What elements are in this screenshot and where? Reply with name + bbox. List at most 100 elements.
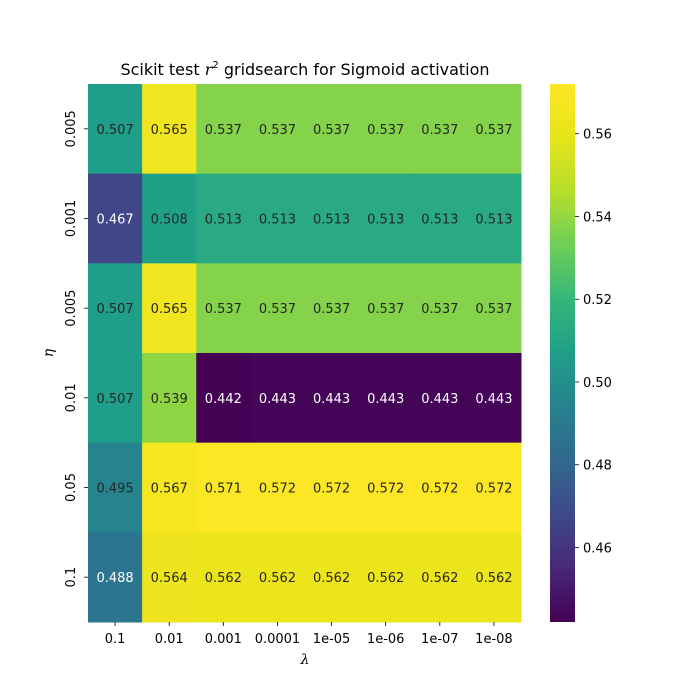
heatmap-cell-value: 0.572 xyxy=(313,482,350,497)
heatmap-cell xyxy=(466,532,522,623)
heatmap-cell-value: 0.562 xyxy=(205,571,242,586)
x-tick-label: 0.1 xyxy=(105,632,126,647)
heatmap-cell xyxy=(142,532,197,623)
x-tick-label: 0.001 xyxy=(205,632,242,647)
colorbar-tick-label: 0.54 xyxy=(583,210,612,225)
colorbar-ticks: 0.46 0.48 0.50 0.52 0.54 0.56 xyxy=(575,128,612,557)
heatmap-cell xyxy=(412,442,468,533)
heatmap-cell-value: 0.571 xyxy=(205,482,242,497)
x-tick-label: 1e-06 xyxy=(367,632,405,647)
heatmap-cell xyxy=(88,442,143,533)
heatmap-cell xyxy=(412,263,468,354)
heatmap-cell xyxy=(466,173,522,264)
heatmap-cell xyxy=(304,442,360,533)
y-tick-label: 0.001 xyxy=(64,200,79,237)
heatmap-cell-value: 0.537 xyxy=(313,302,350,317)
heatmap-cell-labels: 0.507 0.565 0.537 0.537 0.537 0.537 0.537 0.537… xyxy=(96,123,512,586)
heatmap-cell xyxy=(304,532,360,623)
heatmap-cell-value: 0.537 xyxy=(205,302,242,317)
heatmap-cell-value: 0.537 xyxy=(367,302,404,317)
heatmap-cell xyxy=(88,532,143,623)
y-tick-label: 0.1 xyxy=(64,567,79,588)
heatmap-cell-value: 0.539 xyxy=(151,392,188,407)
y-tick-label: 0.05 xyxy=(64,473,79,502)
heatmap-cell-value: 0.467 xyxy=(96,213,133,228)
heatmap-cell-value: 0.507 xyxy=(96,302,133,317)
heatmap-cell-value: 0.537 xyxy=(421,302,458,317)
heatmap-cell-value: 0.572 xyxy=(367,482,404,497)
y-tick-label: 0.01 xyxy=(64,383,79,412)
heatmap-cell-value: 0.443 xyxy=(313,392,350,407)
heatmap-cell-value: 0.488 xyxy=(96,571,133,586)
heatmap-cell xyxy=(358,84,414,175)
heatmap-cell xyxy=(196,353,251,444)
heatmap-cell-value: 0.537 xyxy=(259,302,296,317)
heatmap-cell-value: 0.565 xyxy=(151,123,188,138)
colorbar-tick-label: 0.52 xyxy=(583,293,612,308)
heatmap-cell xyxy=(466,442,522,533)
heatmap-cell xyxy=(142,84,197,175)
heatmap-cell-value: 0.572 xyxy=(421,482,458,497)
heatmap-cell xyxy=(196,84,251,175)
heatmap-cell-value: 0.537 xyxy=(421,123,458,138)
heatmap-cell xyxy=(466,263,522,354)
heatmap-cell xyxy=(196,532,251,623)
heatmap-cell xyxy=(358,532,414,623)
colorbar-tick-label: 0.56 xyxy=(583,128,612,143)
heatmap-cell-value: 0.562 xyxy=(421,571,458,586)
y-tick-label: 0.005 xyxy=(64,110,79,147)
heatmap-cell-value: 0.513 xyxy=(313,213,350,228)
y-axis-ticks: 0.005 0.001 0.005 0.01 0.05 0.1 xyxy=(64,110,88,588)
y-axis-label: η xyxy=(41,348,57,357)
heatmap-cell xyxy=(358,263,414,354)
x-tick-label: 0.01 xyxy=(155,632,184,647)
heatmap-cell xyxy=(466,84,522,175)
heatmap-cell-value: 0.507 xyxy=(96,392,133,407)
heatmap-cell-value: 0.537 xyxy=(475,302,512,317)
heatmap-cell-value: 0.562 xyxy=(367,571,404,586)
heatmap-cell-value: 0.537 xyxy=(475,123,512,138)
heatmap-cell-value: 0.513 xyxy=(421,213,458,228)
heatmap-cell xyxy=(412,532,468,623)
heatmap-cell-value: 0.564 xyxy=(151,571,188,586)
heatmap-cell-value: 0.562 xyxy=(259,571,296,586)
heatmap-cell xyxy=(88,173,143,264)
heatmap-cell xyxy=(412,173,468,264)
heatmap-cell-value: 0.562 xyxy=(313,571,350,586)
heatmap-cell xyxy=(88,263,143,354)
x-tick-label: 1e-05 xyxy=(313,632,351,647)
heatmap-cell-value: 0.537 xyxy=(313,123,350,138)
colorbar xyxy=(550,84,575,622)
heatmap-cells xyxy=(88,84,522,623)
heatmap-cell xyxy=(250,442,305,533)
heatmap-cell xyxy=(304,173,360,264)
heatmap-cell-value: 0.443 xyxy=(259,392,296,407)
heatmap-cell xyxy=(250,84,305,175)
heatmap-cell xyxy=(412,84,468,175)
heatmap-cell xyxy=(358,442,414,533)
heatmap-cell xyxy=(88,84,143,175)
heatmap-cell xyxy=(142,353,197,444)
heatmap-cell xyxy=(142,263,197,354)
heatmap-cell xyxy=(304,84,360,175)
x-tick-label: 1e-08 xyxy=(475,632,513,647)
heatmap-cell xyxy=(250,532,305,623)
y-tick-label: 0.005 xyxy=(64,290,79,327)
heatmap-cell-value: 0.443 xyxy=(421,392,458,407)
heatmap-cell-value: 0.572 xyxy=(259,482,296,497)
chart-title: Scikit test r2 gridsearch for Sigmoid ac… xyxy=(120,60,489,79)
x-axis-label: λ xyxy=(300,652,310,668)
heatmap-cell xyxy=(304,263,360,354)
heatmap-cell-value: 0.443 xyxy=(475,392,512,407)
heatmap-cell-value: 0.442 xyxy=(205,392,242,407)
heatmap-cell-value: 0.572 xyxy=(475,482,512,497)
heatmap-cell-value: 0.537 xyxy=(367,123,404,138)
heatmap-cell xyxy=(250,263,305,354)
heatmap-cell-value: 0.513 xyxy=(367,213,404,228)
heatmap-cell xyxy=(196,263,251,354)
heatmap-cell xyxy=(196,173,251,264)
heatmap-cell-value: 0.567 xyxy=(151,482,188,497)
heatmap-cell xyxy=(412,353,468,444)
x-axis-ticks: 0.1 0.01 0.001 0.0001 1e-05 1e-06 1e-07 1e-08 xyxy=(105,622,513,647)
heatmap-cell-value: 0.495 xyxy=(96,482,133,497)
